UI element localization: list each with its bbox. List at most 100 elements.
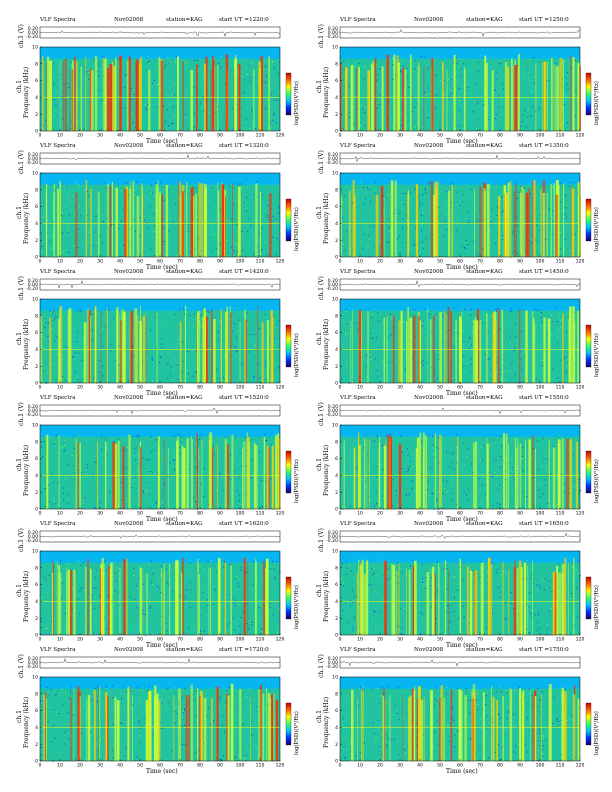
waveform-tick-label: 0.20: [28, 26, 38, 32]
spectrogram-noise-cell: [90, 187, 92, 189]
y-tick-label: 10: [32, 549, 38, 555]
spectrogram-noise-cell: [439, 186, 441, 188]
panel-station: station=KAG: [166, 17, 203, 23]
sferic-streak: [240, 194, 241, 257]
sferic-streak: [106, 68, 110, 131]
spectrogram-noise-cell: [192, 447, 194, 449]
spectrogram-noise-cell: [535, 224, 537, 226]
spectrogram-noise-cell: [121, 499, 123, 501]
sferic-streak: [358, 309, 362, 383]
spectrogram-noise-cell: [94, 462, 96, 463]
spectrogram-noise-cell: [86, 124, 88, 126]
x-tick-label: 0: [339, 385, 342, 391]
spectrogram-noise-cell: [208, 326, 210, 328]
x-tick-label: 0: [339, 133, 342, 139]
sferic-streak: [367, 311, 369, 383]
spectrogram-noise-cell: [228, 186, 230, 188]
spectrogram-noise-cell: [365, 314, 367, 316]
spectrogram-noise-cell: [148, 493, 150, 495]
spectrogram-noise-cell: [433, 59, 435, 61]
sferic-streak: [560, 440, 561, 509]
spectrogram-noise-cell: [82, 562, 84, 564]
spectrogram-noise-cell: [174, 708, 176, 710]
spectrogram-noise-cell: [54, 64, 56, 66]
spectrogram-noise-cell: [53, 63, 55, 65]
spectrogram-noise-cell: [401, 226, 403, 228]
spectrogram-noise-cell: [398, 235, 400, 237]
sferic-streak: [515, 184, 517, 257]
spectrogram-noise-cell: [366, 228, 368, 230]
spectrogram-noise-cell: [378, 241, 380, 242]
spectrogram-noise-cell: [422, 360, 424, 362]
spectrogram-noise-cell: [401, 451, 403, 453]
spectrogram-noise-cell: [518, 214, 520, 216]
spectrogram-noise-cell: [531, 90, 533, 92]
spectrogram-noise-cell: [93, 599, 95, 601]
spectrogram-noise-cell: [146, 221, 148, 223]
sferic-streak: [169, 563, 171, 635]
spectrogram-noise-cell: [353, 596, 355, 598]
spectrogram-noise-cell: [564, 223, 566, 225]
y-tick-label: 10: [332, 549, 338, 555]
spectrogram-top-band: [340, 425, 580, 437]
sferic-streak: [361, 311, 363, 383]
spectrogram-noise-cell: [340, 181, 342, 183]
spectrogram-noise-cell: [272, 561, 273, 563]
spectrogram-noise-cell: [139, 225, 141, 227]
sferic-streak: [447, 306, 450, 383]
spectrogram-noise-cell: [499, 328, 501, 330]
spectrogram-noise-cell: [54, 340, 56, 342]
spectrogram-noise-cell: [480, 446, 482, 448]
spectrogram-noise-cell: [58, 227, 60, 229]
spectrogram-noise-cell: [383, 195, 385, 197]
sferic-streak: [85, 56, 87, 131]
spectrogram-noise-cell: [511, 361, 513, 363]
spectrogram-noise-cell: [351, 227, 353, 229]
sferic-streak: [225, 54, 229, 131]
spectrogram-noise-cell: [160, 356, 162, 358]
spectrogram-noise-cell: [143, 212, 145, 214]
sferic-streak: [49, 60, 52, 132]
x-tick-label: 40: [417, 511, 423, 517]
sferic-streak: [129, 181, 131, 257]
spectrogram-noise-cell: [403, 321, 405, 322]
spectrogram-noise-cell: [379, 240, 381, 242]
spectrogram-noise-cell: [166, 109, 168, 111]
spectrogram-noise-cell: [227, 347, 229, 349]
spectrogram-noise-cell: [522, 114, 524, 116]
spectrogram-noise-cell: [61, 446, 63, 448]
sferic-streak: [108, 566, 110, 635]
spectrogram-noise-cell: [420, 611, 422, 613]
spectrogram-noise-cell: [251, 337, 253, 339]
spectrogram-noise-cell: [436, 91, 438, 93]
sferic-streak: [503, 185, 506, 257]
colorbar: [585, 450, 592, 494]
spectrogram-noise-cell: [443, 75, 445, 77]
spectrogram-noise-cell: [148, 458, 150, 460]
panel-start-ut: start UT =1650:0: [519, 521, 569, 527]
spectrogram-noise-cell: [539, 229, 541, 231]
spectrogram-noise-cell: [566, 365, 568, 367]
spectrogram-noise-cell: [439, 596, 441, 598]
sferic-streak: [433, 194, 436, 257]
spectrogram-noise-cell: [242, 238, 244, 240]
spectrogram-noise-cell: [150, 213, 152, 215]
spectrogram-noise-cell: [424, 56, 426, 58]
spectrogram-noise-cell: [484, 445, 486, 447]
spectrogram-noise-cell: [145, 458, 147, 460]
spectrogram-noise-cell: [363, 220, 365, 222]
spectrogram-noise-cell: [342, 588, 344, 590]
waveform-tick-label: 0.00: [328, 534, 338, 540]
spectrogram-noise-cell: [424, 189, 426, 191]
colorbar-axis-title: log(PSD)(V²/Hz): [594, 585, 600, 629]
sferic-streak: [568, 319, 569, 383]
spectrogram-noise-cell: [485, 205, 487, 207]
spectrogram-noise-cell: [451, 476, 453, 478]
spectrogram-noise-cell: [446, 217, 448, 219]
waveform-axis-title: ch.1 (V): [18, 402, 25, 426]
spectrogram-noise-cell: [173, 221, 175, 222]
spectrogram-noise-cell: [82, 600, 83, 602]
spectrogram-noise-cell: [479, 576, 481, 578]
x-tick-label: 10: [357, 511, 363, 517]
spectrogram-noise-cell: [221, 603, 223, 605]
